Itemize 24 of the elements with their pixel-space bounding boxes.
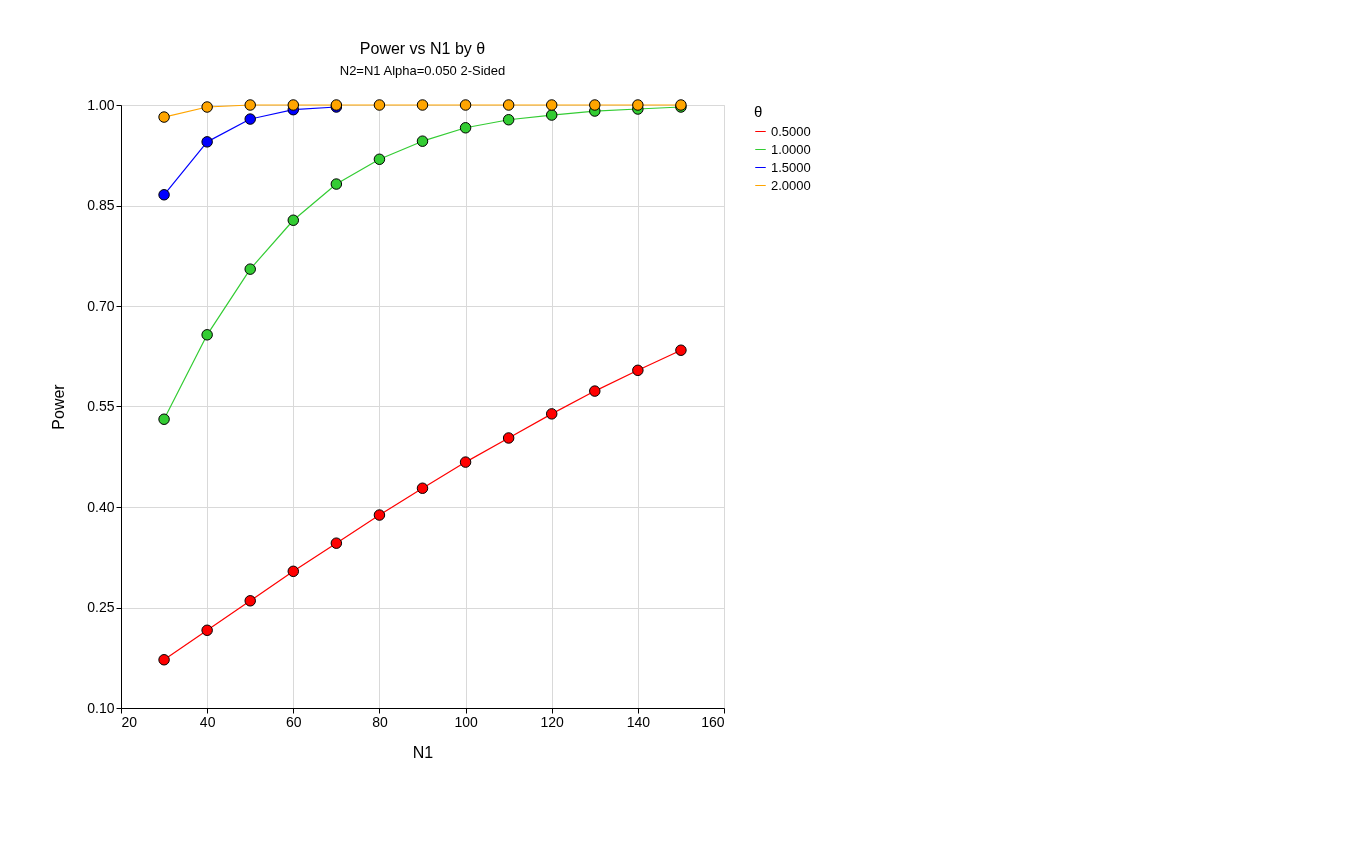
x-tick-label: 40 [199, 713, 216, 730]
y-tick-label: 0.85 [87, 197, 115, 213]
y-tick-label: 0.10 [87, 699, 115, 716]
legend-label: 2.0000 [771, 177, 811, 193]
x-tick-label: 20 [121, 713, 138, 730]
x-tick-label: 100 [454, 713, 478, 730]
x-tick-label: 160 [701, 713, 725, 730]
chart-title: Power vs N1 by θ [359, 39, 486, 57]
chart-subtitle: N2=N1 Alpha=0.050 2-Sided [339, 62, 506, 78]
y-tick-label: 1.00 [87, 96, 115, 113]
x-tick-label: 60 [286, 713, 302, 730]
y-tick-label: 0.25 [87, 599, 115, 615]
legend-title: θ [754, 103, 763, 120]
legend-label: 1.0000 [771, 141, 811, 157]
y-tick-label: 0.70 [87, 297, 115, 314]
x-tick-label: 140 [626, 713, 651, 730]
x-tick-label: 80 [372, 713, 388, 730]
y-tick-label: 0.55 [87, 398, 115, 414]
x-axis-title: N1 [412, 743, 434, 761]
legend-label: 0.5000 [771, 123, 811, 139]
legend-label: 1.5000 [771, 159, 811, 175]
y-tick-label: 0.40 [87, 498, 115, 515]
x-tick-label: 120 [540, 713, 565, 730]
y-axis-title: Power [50, 383, 68, 430]
